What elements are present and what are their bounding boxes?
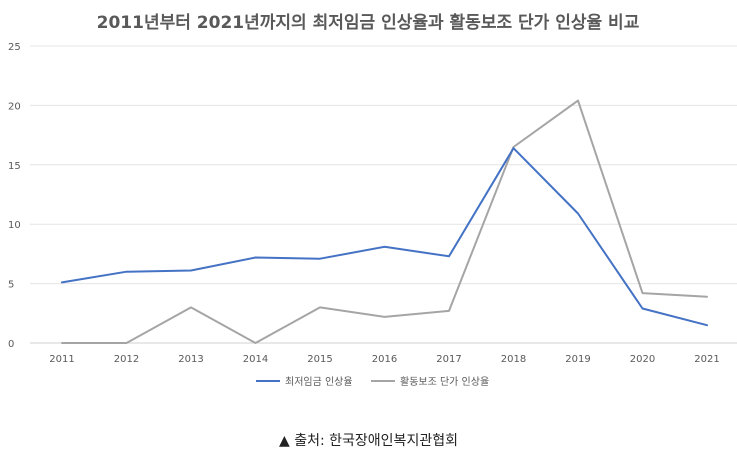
y-tick-label: 0 [8, 339, 14, 350]
series-lines [61, 99, 708, 344]
x-tick-label: 2014 [243, 354, 268, 365]
x-axis-ticks: 2011 2012 2013 2014 2015 2016 2017 2018 2019 2020… [49, 354, 719, 365]
source-note: ▲ 출처: 한국장애인복지관협회 [279, 433, 458, 449]
y-tick-label: 25 [8, 42, 21, 53]
chart-title: 2011년부터 2021년까지의 최저임금 인상율과 활동보조 단가 인상율 비… [97, 12, 640, 33]
series-line-1 [61, 99, 708, 344]
x-tick-label: 2021 [694, 354, 719, 365]
y-tick-label: 5 [8, 280, 14, 291]
y-tick-label: 10 [8, 220, 21, 231]
y-tick-label: 15 [8, 161, 21, 172]
gridlines [30, 45, 737, 344]
y-tick-label: 20 [8, 101, 21, 112]
legend-label-0: 최저임금 인상율 [285, 375, 353, 388]
x-tick-label: 2015 [307, 354, 332, 365]
x-tick-label: 2013 [178, 354, 203, 365]
x-tick-label: 2019 [565, 354, 590, 365]
legend-label-1: 활동보조 단가 인상율 [400, 375, 489, 388]
x-tick-label: 2011 [49, 354, 74, 365]
legend: 최저임금 인상율 활동보조 단가 인상율 [256, 375, 489, 388]
y-axis-ticks: 0 5 10 15 20 25 [8, 42, 21, 350]
x-tick-label: 2018 [501, 354, 526, 365]
series-line-0 [61, 147, 708, 327]
x-tick-label: 2020 [630, 354, 655, 365]
x-tick-label: 2012 [114, 354, 139, 365]
x-tick-label: 2016 [372, 354, 397, 365]
x-tick-label: 2017 [436, 354, 461, 365]
